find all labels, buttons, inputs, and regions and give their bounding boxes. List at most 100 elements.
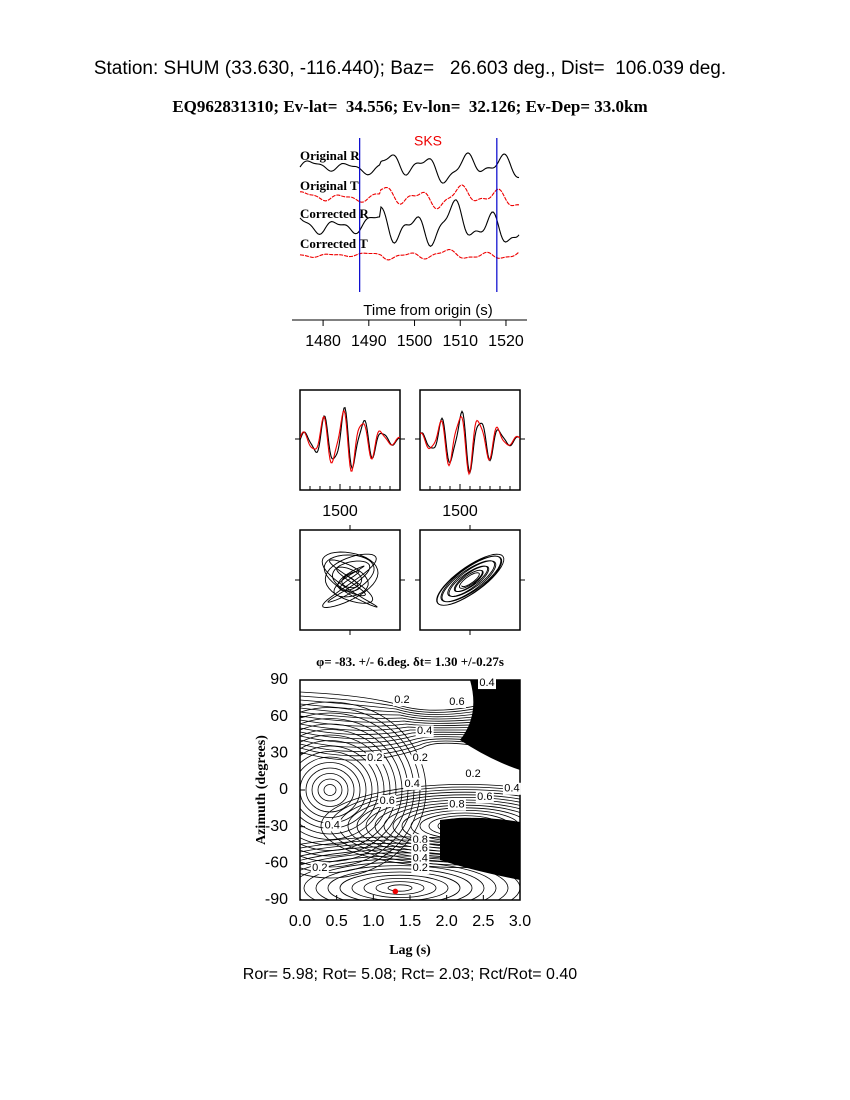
contour [300,836,520,849]
contour [303,862,497,900]
label-bg [411,862,430,875]
contour [320,784,520,868]
waveform [300,409,400,472]
label-bg [378,795,397,807]
x-tick-label: 1510 [442,333,478,350]
x-tick-label: 1490 [351,333,387,350]
contour [446,820,484,832]
y-tick-label: -60 [265,855,288,872]
contour [300,736,520,748]
contour [347,791,520,861]
waveform [300,406,400,470]
particle-panel [299,529,401,631]
contour-label: 0.2 [394,694,409,706]
x-tick-label: 1500 [397,333,433,350]
contour-label: 0.6 [413,843,428,855]
x-axis-label: Lag (s) [389,943,431,958]
label-bg [478,677,496,690]
contour [315,865,485,900]
y-tick-label: 30 [270,745,288,762]
contour-label: 0.4 [413,852,428,864]
event-line: EQ962831310; Ev-lat= 34.556; Ev-lon= 32.… [172,97,647,116]
contour-label: 0.2 [312,862,327,874]
label-bg [411,752,430,765]
contour [419,812,511,840]
contour [300,723,403,857]
contour [300,762,361,818]
y-tick-label: -90 [265,891,288,908]
contour [317,778,343,802]
x-axis-label: Time from origin (s) [363,302,492,319]
contour [300,707,520,720]
contour-label: 0.6 [477,791,492,803]
best-fit [392,888,399,895]
x-tick-label: 3.0 [509,913,531,930]
label-bg [447,696,466,708]
label-bg [447,798,466,811]
trace-label: Original T [300,178,359,193]
contour [300,719,520,727]
x-tick-label: 0.5 [326,913,348,930]
contour [363,878,437,899]
trace-label: Corrected R [300,206,369,221]
contour [300,734,520,744]
contour [428,815,502,837]
x-tick-label: 1480 [305,333,341,350]
contour [339,871,461,900]
grid-title: φ= -83. +/- 6.deg. δt= 1.30 +/-0.27s [316,654,504,669]
contour [300,740,385,840]
x-tick-label: 2.5 [472,913,494,930]
contour-label: 0.8 [449,799,464,811]
contour [323,784,337,796]
contour [365,797,520,855]
contour-label: 0.2 [367,752,382,764]
label-bg [415,725,434,738]
contour-label: 0.2 [413,752,428,764]
trace [299,249,520,261]
contour [300,839,520,853]
contour [300,849,520,868]
particle-motion [436,553,505,606]
contour [375,881,425,895]
contour-label: 0.4 [417,725,432,737]
label-bg [475,791,494,804]
contour [300,740,520,757]
contour-label: 0.4 [504,783,519,795]
y-tick-label: 90 [270,671,288,688]
contour [300,718,409,862]
contour-label: 0.6 [380,795,395,807]
label-bg [310,862,329,875]
contour-label: 0.4 [325,819,340,831]
label-bg [502,782,521,795]
contour [300,745,379,835]
station-line: Station: SHUM (33.630, -116.440); Baz= 2… [94,58,726,79]
waveform [420,415,520,476]
contour [300,846,520,862]
x-tick-label: 2.0 [436,913,458,930]
contour [300,715,520,724]
y-axis-label: Azimuth (degrees) [254,735,269,845]
contour-label: 0.6 [449,696,464,708]
contour [455,823,475,830]
particle-panel [419,529,521,631]
label-bg [323,819,342,832]
phase-label: SKS [414,133,442,149]
x-tick-label: 0.0 [289,913,311,930]
contour [300,738,520,752]
contour-label: 0.4 [405,778,420,790]
footer: Ror= 5.98; Rot= 5.08; Rct= 2.03; Rct/Rot… [243,966,578,983]
contour [305,767,355,813]
label-bg [411,852,430,865]
label-bg [365,752,384,765]
trace-label: Corrected T [300,236,368,251]
contour [300,711,520,722]
contour [300,699,520,715]
label-bg [411,842,430,855]
contour [300,691,520,711]
contour [300,742,520,761]
x-tick-label: 1500 [322,503,358,520]
contour [387,884,413,892]
x-tick-label: 1.0 [362,913,384,930]
label-bg [392,694,411,707]
